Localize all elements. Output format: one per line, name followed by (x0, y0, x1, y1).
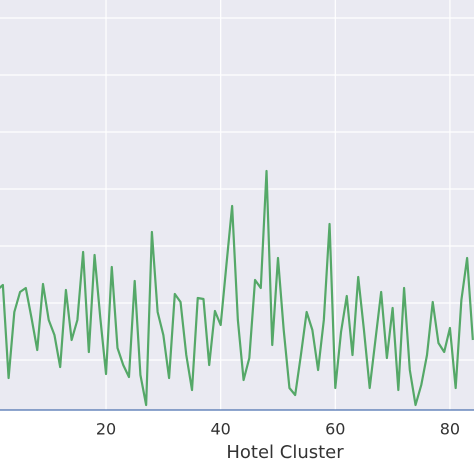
x-tick-label: 20 (96, 420, 116, 439)
x-tick-label: 40 (210, 420, 230, 439)
x-tick-label: 60 (325, 420, 345, 439)
line-series (0, 169, 474, 407)
plot-background (0, 0, 474, 410)
x-tick-label: 80 (440, 420, 460, 439)
plot-area (0, 169, 474, 407)
x-axis-label: Hotel Cluster (226, 442, 344, 463)
